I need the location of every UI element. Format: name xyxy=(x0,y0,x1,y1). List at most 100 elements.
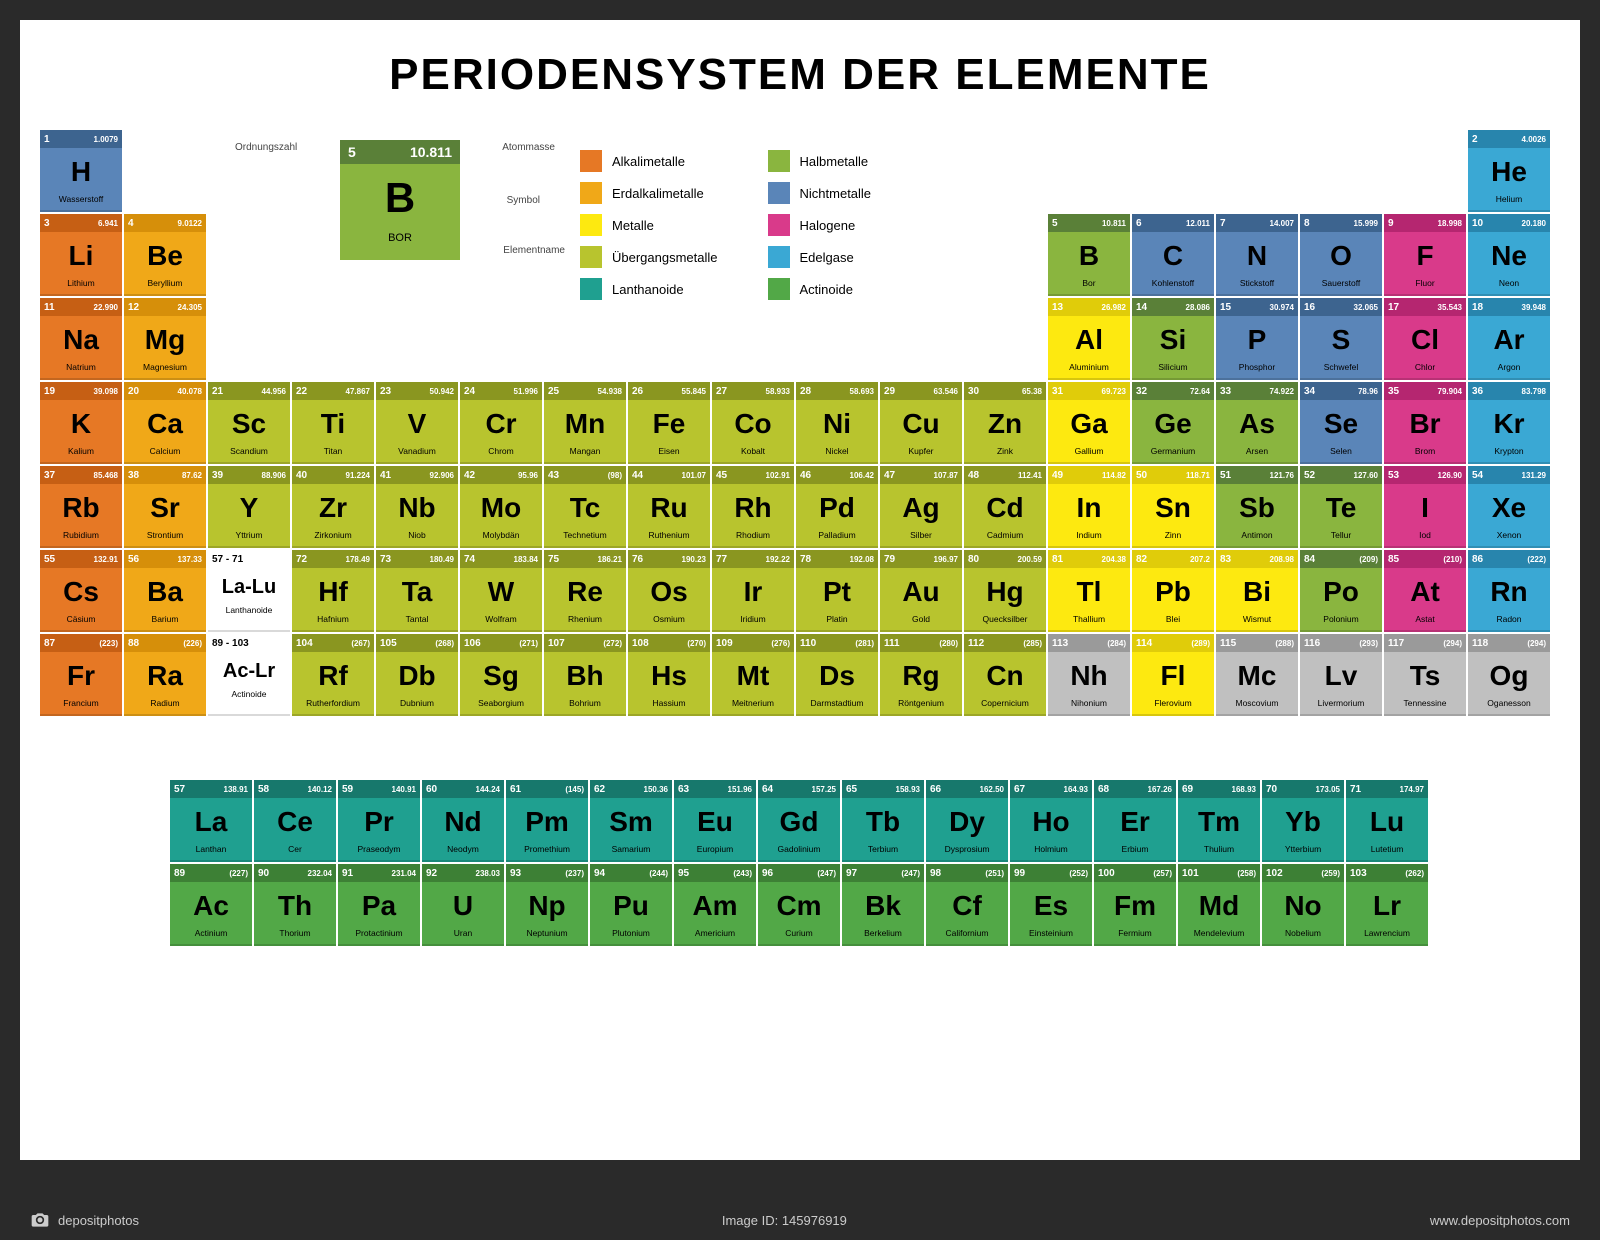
element-cell-Co: 2758.933CoKobalt xyxy=(712,382,794,464)
element-cell-Tl: 81204.38TlThallium xyxy=(1048,550,1130,632)
element-cell-Rn: 86(222)RnRadon xyxy=(1468,550,1550,632)
element-name: Terbium xyxy=(842,844,924,854)
element-cell-Zn: 3065.38ZnZink xyxy=(964,382,1046,464)
element-cell-Es: 99(252)EsEinsteinium xyxy=(1010,864,1092,946)
element-cell-Ac: 89(227)AcActinium xyxy=(170,864,252,946)
element-name: Krypton xyxy=(1468,446,1550,456)
element-name: Technetium xyxy=(544,530,626,540)
atomic-number: 86 xyxy=(1472,554,1483,565)
atomic-number: 28 xyxy=(800,386,811,397)
footer-brand: depositphotos xyxy=(30,1210,139,1230)
atomic-number: 26 xyxy=(632,386,643,397)
element-name: Radium xyxy=(124,698,206,708)
element-name: Osmium xyxy=(628,614,710,624)
atomic-mass: 24.305 xyxy=(178,303,202,312)
atomic-mass: 47.867 xyxy=(346,387,370,396)
atomic-number: 61 xyxy=(510,784,521,795)
atomic-number: 34 xyxy=(1304,386,1315,397)
element-symbol: N xyxy=(1216,240,1298,272)
element-symbol: Er xyxy=(1094,806,1176,838)
atomic-number: 93 xyxy=(510,868,521,879)
element-cell-Fr: 87(223)FrFrancium xyxy=(40,634,122,716)
atomic-mass: 9.0122 xyxy=(178,219,202,228)
element-name: Actinoide xyxy=(208,689,290,699)
atomic-number: 53 xyxy=(1388,470,1399,481)
element-cell-Ge: 3272.64GeGermanium xyxy=(1132,382,1214,464)
element-name: Yttrium xyxy=(208,530,290,540)
footer-image-id: Image ID: 145976919 xyxy=(722,1213,847,1228)
element-name: Palladium xyxy=(796,530,878,540)
periodic-table-page: PERIODENSYSTEM DER ELEMENTE 5 10.811 B B… xyxy=(20,20,1580,1160)
element-symbol: Mn xyxy=(544,408,626,440)
element-symbol: Lr xyxy=(1346,890,1428,922)
element-cell-Na: 1122.990NaNatrium xyxy=(40,298,122,380)
element-symbol: Dy xyxy=(926,806,1008,838)
atomic-number: 110 xyxy=(800,638,816,649)
atomic-mass: 196.97 xyxy=(934,555,958,564)
atomic-mass: 78.96 xyxy=(1358,387,1378,396)
element-name: Ytterbium xyxy=(1262,844,1344,854)
element-symbol: P xyxy=(1216,324,1298,356)
element-cell-Ca: 2040.078CaCalcium xyxy=(124,382,206,464)
atomic-number: 71 xyxy=(1350,784,1361,795)
atomic-mass: 106.42 xyxy=(850,471,874,480)
element-name: Quecksilber xyxy=(964,614,1046,624)
atomic-number: 55 xyxy=(44,554,55,565)
element-symbol: Gd xyxy=(758,806,840,838)
atomic-number: 80 xyxy=(968,554,979,565)
atomic-number: 51 xyxy=(1220,470,1231,481)
element-symbol: Md xyxy=(1178,890,1260,922)
atomic-number: 104 xyxy=(296,638,313,649)
element-symbol: Ag xyxy=(880,492,962,524)
element-cell-Sm: 62150.36SmSamarium xyxy=(590,780,672,862)
element-symbol: Am xyxy=(674,890,756,922)
atomic-mass: (271) xyxy=(519,639,538,648)
element-symbol: Se xyxy=(1300,408,1382,440)
element-symbol: Rn xyxy=(1468,576,1550,608)
atomic-mass: 101.07 xyxy=(682,471,706,480)
atomic-number: 15 xyxy=(1220,302,1231,313)
element-symbol: Y xyxy=(208,492,290,524)
element-symbol: He xyxy=(1468,156,1550,188)
atomic-number: 32 xyxy=(1136,386,1147,397)
element-name: Livermorium xyxy=(1300,698,1382,708)
element-symbol: Cr xyxy=(460,408,542,440)
element-name: Dubnium xyxy=(376,698,458,708)
element-cell-F: 918.998FFluor xyxy=(1384,214,1466,296)
atomic-number: 81 xyxy=(1052,554,1063,565)
element-cell-Fe: 2655.845FeEisen xyxy=(628,382,710,464)
element-symbol: Eu xyxy=(674,806,756,838)
atomic-mass: 91.224 xyxy=(346,471,370,480)
element-cell-Mo: 4295.96MoMolybdän xyxy=(460,466,542,548)
element-symbol: Rg xyxy=(880,660,962,692)
atomic-number: 10 xyxy=(1472,218,1483,229)
element-cell-He: 24.0026HeHelium xyxy=(1468,130,1550,212)
atomic-mass: (267) xyxy=(351,639,370,648)
atomic-mass: 232.04 xyxy=(308,869,332,878)
element-cell-Tm: 69168.93TmThulium xyxy=(1178,780,1260,862)
element-cell-Pd: 46106.42PdPalladium xyxy=(796,466,878,548)
element-name: Promethium xyxy=(506,844,588,854)
element-name: Plutonium xyxy=(590,928,672,938)
element-cell-W: 74183.84WWolfram xyxy=(460,550,542,632)
element-name: Berkelium xyxy=(842,928,924,938)
element-symbol: Cf xyxy=(926,890,1008,922)
element-symbol: Mg xyxy=(124,324,206,356)
atomic-mass: 157.25 xyxy=(812,785,836,794)
element-cell-Mg: 1224.305MgMagnesium xyxy=(124,298,206,380)
element-symbol: La xyxy=(170,806,252,838)
atomic-number: 40 xyxy=(296,470,307,481)
element-symbol: V xyxy=(376,408,458,440)
atomic-mass: (226) xyxy=(183,639,202,648)
atomic-number: 83 xyxy=(1220,554,1231,565)
element-cell-Po: 84(209)PoPolonium xyxy=(1300,550,1382,632)
element-name: Californium xyxy=(926,928,1008,938)
element-cell-Cf: 98(251)CfCalifornium xyxy=(926,864,1008,946)
atomic-mass: (268) xyxy=(435,639,454,648)
element-cell-Am: 95(243)AmAmericium xyxy=(674,864,756,946)
atomic-mass: 112.41 xyxy=(1018,471,1042,480)
atomic-mass: 95.96 xyxy=(518,471,538,480)
atomic-mass: (98) xyxy=(608,471,622,480)
atomic-number: 78 xyxy=(800,554,811,565)
element-name: Zirkonium xyxy=(292,530,374,540)
